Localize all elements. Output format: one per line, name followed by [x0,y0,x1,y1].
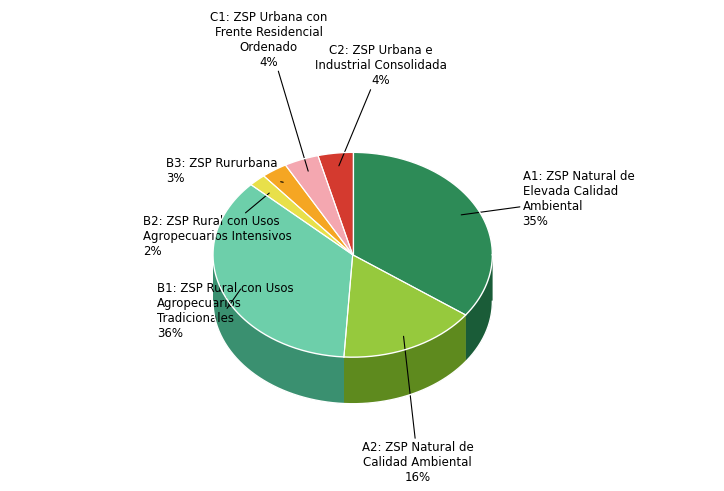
Text: B2: ZSP Rural con Usos
Agropecuarios Intensivos
2%: B2: ZSP Rural con Usos Agropecuarios Int… [143,193,292,258]
Polygon shape [213,255,344,404]
Text: C1: ZSP Urbana con
Frente Residencial
Ordenado
4%: C1: ZSP Urbana con Frente Residencial Or… [210,10,327,171]
Polygon shape [466,255,492,361]
Polygon shape [213,185,353,357]
Polygon shape [344,255,466,357]
Polygon shape [353,152,492,315]
Polygon shape [466,255,492,361]
Polygon shape [285,156,353,255]
Polygon shape [251,176,353,255]
Text: C2: ZSP Urbana e
Industrial Consolidada
4%: C2: ZSP Urbana e Industrial Consolidada … [315,44,447,166]
Polygon shape [318,152,353,255]
Text: A2: ZSP Natural de
Calidad Ambiental
16%: A2: ZSP Natural de Calidad Ambiental 16% [362,336,473,484]
Polygon shape [344,315,466,404]
Text: A1: ZSP Natural de
Elevada Calidad
Ambiental
35%: A1: ZSP Natural de Elevada Calidad Ambie… [461,170,634,228]
Polygon shape [264,165,353,255]
Polygon shape [213,255,344,404]
Text: B3: ZSP Rururbana
3%: B3: ZSP Rururbana 3% [167,157,283,185]
Polygon shape [344,315,466,404]
Text: B1: ZSP Rural con Usos
Agropecuarios
Tradicionales
36%: B1: ZSP Rural con Usos Agropecuarios Tra… [157,282,294,340]
